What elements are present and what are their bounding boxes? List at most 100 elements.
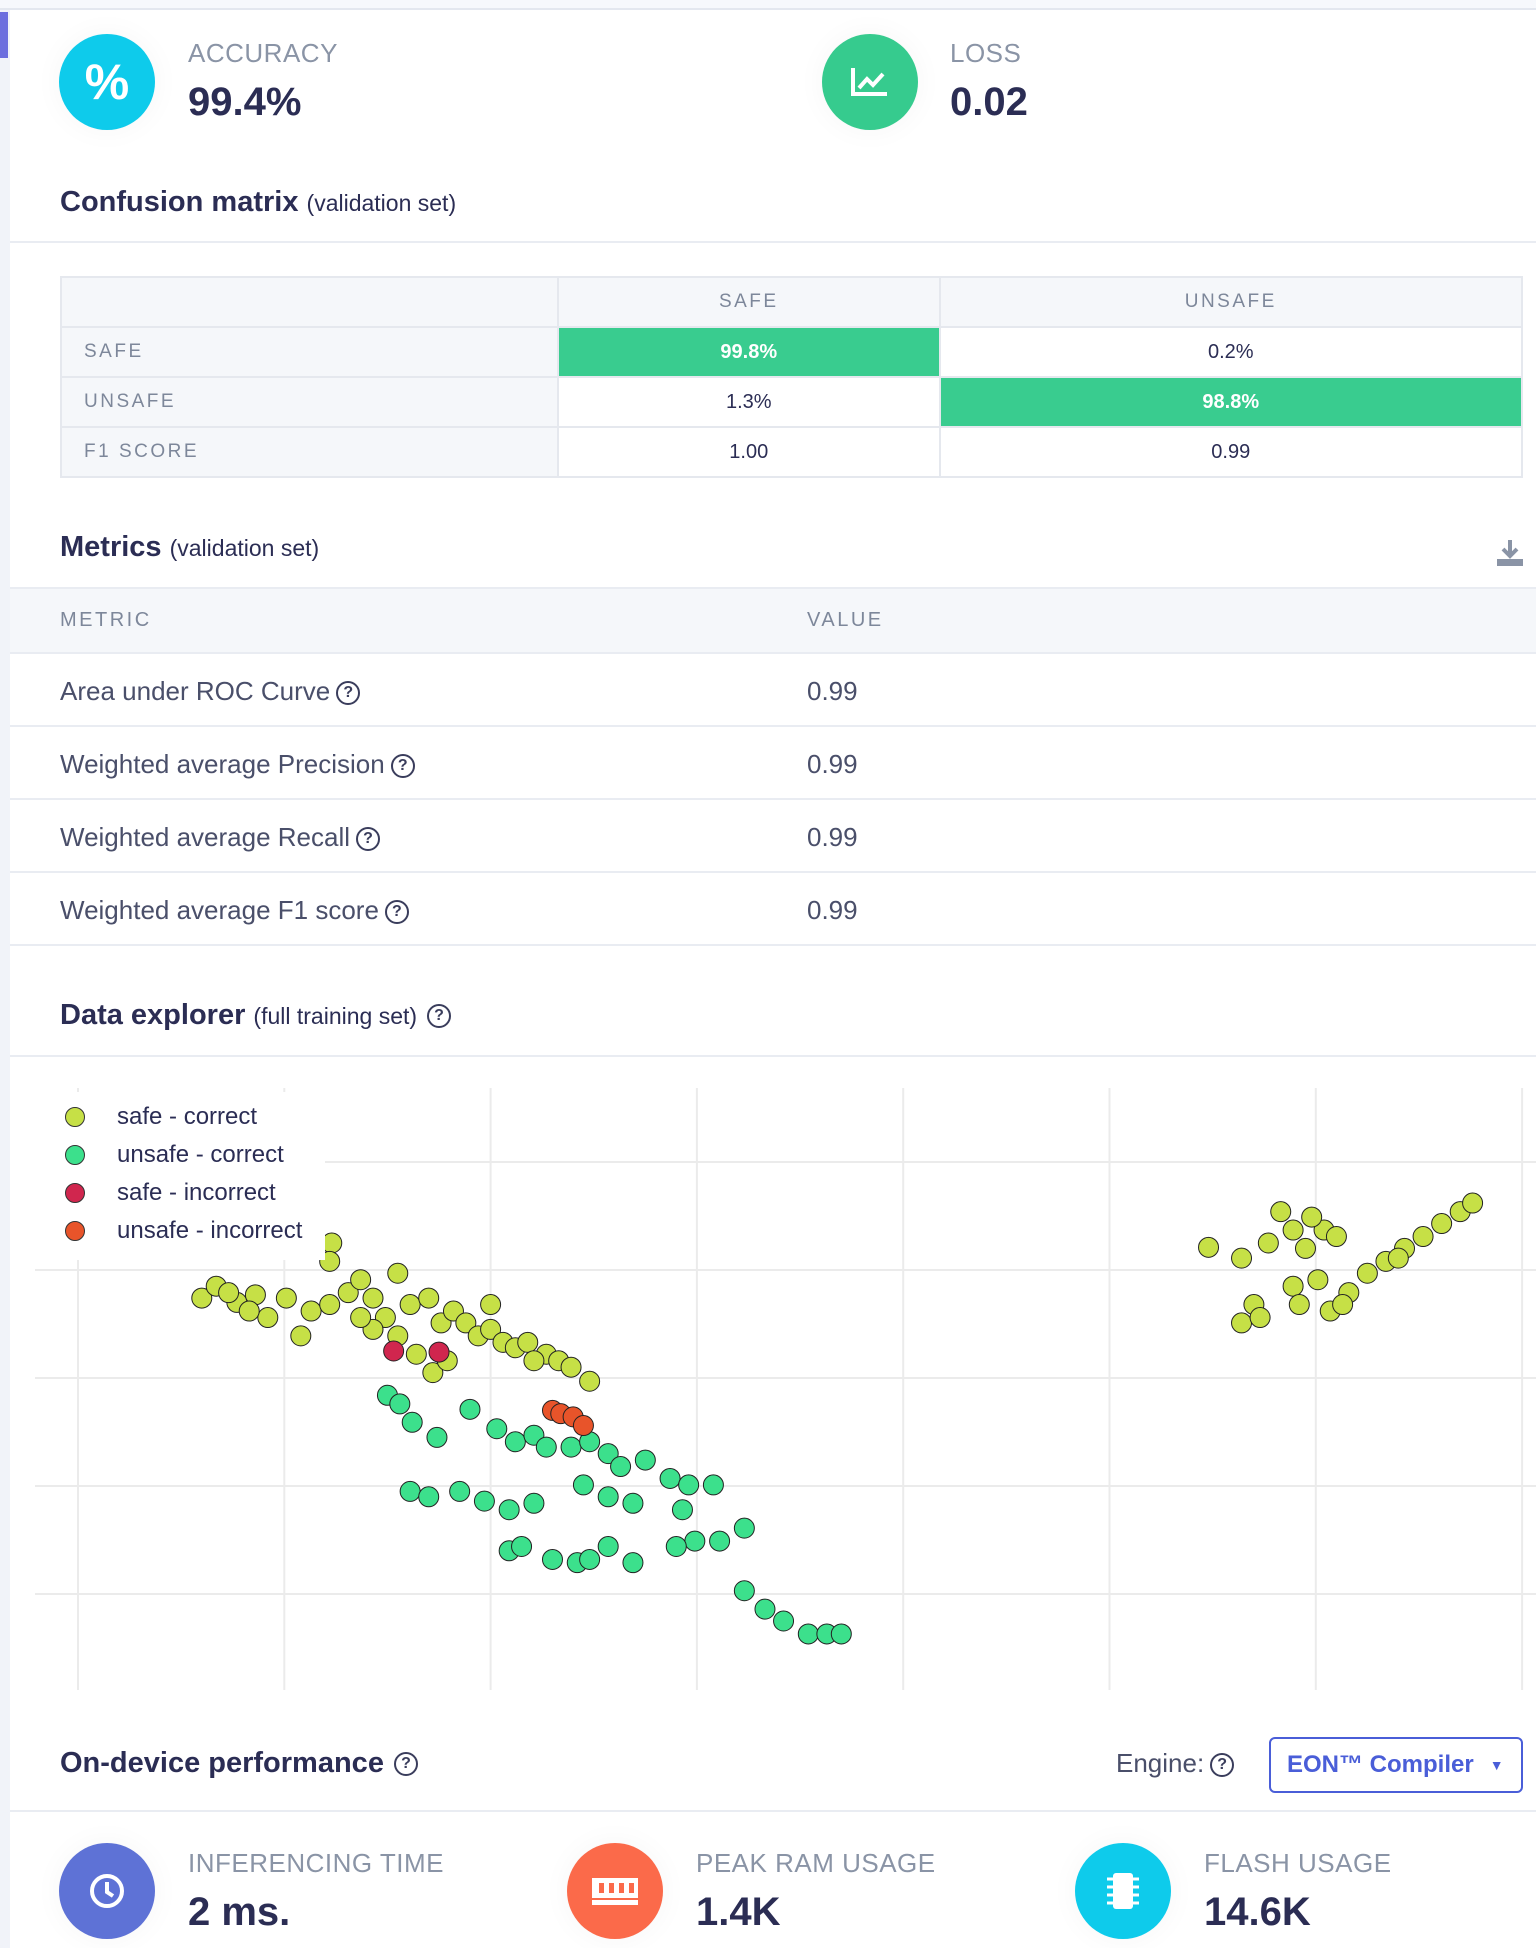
data-point-unsafe-correct[interactable]: [597, 1486, 619, 1508]
data-point-safe-correct[interactable]: [399, 1294, 421, 1316]
data-point-unsafe-correct[interactable]: [572, 1474, 594, 1496]
legend-item[interactable]: unsafe - incorrect: [65, 1212, 325, 1250]
data-point-unsafe-correct[interactable]: [797, 1623, 819, 1645]
help-icon[interactable]: ?: [1210, 1753, 1235, 1778]
data-point-unsafe-correct[interactable]: [622, 1552, 644, 1574]
data-point-unsafe-correct[interactable]: [671, 1499, 693, 1521]
data-point-unsafe-correct[interactable]: [684, 1530, 706, 1552]
data-point-safe-correct[interactable]: [1294, 1237, 1316, 1259]
data-point-safe-correct[interactable]: [560, 1356, 582, 1378]
data-point-safe-correct[interactable]: [480, 1318, 502, 1340]
data-point-safe-correct[interactable]: [455, 1312, 477, 1334]
data-point-unsafe-correct[interactable]: [709, 1530, 731, 1552]
data-point-safe-correct[interactable]: [350, 1307, 372, 1329]
engine-dropdown[interactable]: EON™ Compiler ▼: [1269, 1737, 1523, 1793]
data-point-safe-correct[interactable]: [422, 1362, 444, 1384]
data-point-safe-correct[interactable]: [517, 1331, 539, 1353]
data-point-safe-correct[interactable]: [238, 1300, 260, 1322]
data-point-unsafe-correct[interactable]: [622, 1492, 644, 1514]
data-point-safe-correct[interactable]: [1270, 1201, 1292, 1223]
data-point-safe-correct[interactable]: [1307, 1269, 1329, 1291]
data-point-unsafe-correct[interactable]: [597, 1443, 619, 1465]
data-point-unsafe-correct[interactable]: [830, 1623, 852, 1645]
data-point-unsafe-correct[interactable]: [523, 1492, 545, 1514]
data-point-unsafe-correct[interactable]: [733, 1517, 755, 1539]
data-point-safe-correct[interactable]: [1288, 1294, 1310, 1316]
data-point-unsafe-correct[interactable]: [610, 1456, 632, 1478]
data-point-safe-correct[interactable]: [1257, 1232, 1279, 1254]
help-icon[interactable]: ?: [356, 827, 381, 852]
data-point-unsafe-correct[interactable]: [665, 1535, 687, 1557]
data-point-safe-correct[interactable]: [1282, 1219, 1304, 1241]
data-point-safe-correct[interactable]: [218, 1282, 240, 1304]
divider: [10, 241, 1536, 243]
data-point-unsafe-incorrect[interactable]: [572, 1415, 594, 1437]
legend-item[interactable]: safe - incorrect: [65, 1174, 325, 1212]
data-point-unsafe-correct[interactable]: [504, 1431, 526, 1453]
data-point-safe-correct[interactable]: [579, 1370, 601, 1392]
data-point-safe-correct[interactable]: [275, 1287, 297, 1309]
data-point-unsafe-correct[interactable]: [678, 1474, 700, 1496]
data-point-safe-correct[interactable]: [405, 1343, 427, 1365]
data-point-unsafe-correct[interactable]: [426, 1426, 448, 1448]
help-icon[interactable]: ?: [390, 754, 415, 779]
data-point-safe-correct[interactable]: [1231, 1247, 1253, 1269]
help-icon[interactable]: ?: [427, 1004, 452, 1029]
data-point-unsafe-correct[interactable]: [511, 1535, 533, 1557]
data-point-unsafe-correct[interactable]: [773, 1610, 795, 1632]
data-point-safe-correct[interactable]: [1431, 1213, 1453, 1235]
data-point-unsafe-correct[interactable]: [634, 1449, 656, 1471]
data-point-unsafe-correct[interactable]: [401, 1411, 423, 1433]
data-point-safe-correct[interactable]: [319, 1294, 341, 1316]
data-point-unsafe-correct[interactable]: [754, 1598, 776, 1620]
data-point-safe-correct[interactable]: [300, 1300, 322, 1322]
data-point-safe-correct[interactable]: [480, 1294, 502, 1316]
data-point-safe-correct[interactable]: [191, 1287, 213, 1309]
data-point-safe-correct[interactable]: [1325, 1226, 1347, 1248]
data-point-unsafe-correct[interactable]: [659, 1467, 681, 1489]
data-point-safe-correct[interactable]: [337, 1282, 359, 1304]
data-point-safe-correct[interactable]: [290, 1325, 312, 1347]
data-point-safe-correct[interactable]: [1356, 1262, 1378, 1284]
data-point-unsafe-correct[interactable]: [389, 1393, 411, 1415]
data-point-safe-correct[interactable]: [1282, 1275, 1304, 1297]
data-point-safe-correct[interactable]: [1332, 1294, 1354, 1316]
data-point-safe-correct[interactable]: [1231, 1312, 1253, 1334]
data-point-unsafe-correct[interactable]: [597, 1535, 619, 1557]
data-point-unsafe-correct[interactable]: [579, 1548, 601, 1570]
data-point-safe-incorrect[interactable]: [428, 1341, 450, 1363]
data-point-safe-correct[interactable]: [362, 1287, 384, 1309]
data-point-unsafe-correct[interactable]: [535, 1436, 557, 1458]
legend-item[interactable]: unsafe - correct: [65, 1136, 325, 1174]
cell: 99.8%: [557, 326, 941, 378]
data-point-unsafe-correct[interactable]: [733, 1580, 755, 1602]
data-point-unsafe-correct[interactable]: [459, 1398, 481, 1420]
data-point-unsafe-correct[interactable]: [473, 1490, 495, 1512]
download-icon[interactable]: [1496, 538, 1524, 573]
data-point-safe-correct[interactable]: [1198, 1236, 1220, 1258]
data-point-safe-correct[interactable]: [350, 1269, 372, 1291]
data-point-safe-correct[interactable]: [523, 1350, 545, 1372]
data-point-unsafe-correct[interactable]: [560, 1436, 582, 1458]
title-text: Confusion matrix: [60, 186, 299, 218]
help-icon[interactable]: ?: [384, 900, 409, 925]
data-point-safe-correct[interactable]: [257, 1307, 279, 1329]
data-point-unsafe-correct[interactable]: [541, 1548, 563, 1570]
data-point-unsafe-correct[interactable]: [486, 1418, 508, 1440]
data-point-safe-correct[interactable]: [1249, 1307, 1271, 1329]
help-icon[interactable]: ?: [336, 681, 361, 706]
data-point-unsafe-correct[interactable]: [498, 1499, 520, 1521]
data-point-unsafe-correct[interactable]: [399, 1480, 421, 1502]
data-point-unsafe-correct[interactable]: [702, 1474, 724, 1496]
data-point-safe-correct[interactable]: [1462, 1192, 1484, 1214]
data-point-unsafe-correct[interactable]: [418, 1486, 440, 1508]
data-point-safe-correct[interactable]: [418, 1287, 440, 1309]
legend-item[interactable]: safe - correct: [65, 1098, 325, 1136]
data-point-safe-incorrect[interactable]: [383, 1340, 405, 1362]
data-point-safe-correct[interactable]: [1387, 1247, 1409, 1269]
data-point-safe-correct[interactable]: [1301, 1206, 1323, 1228]
data-point-unsafe-correct[interactable]: [449, 1480, 471, 1502]
data-point-safe-correct[interactable]: [387, 1262, 409, 1284]
data-point-safe-correct[interactable]: [1412, 1226, 1434, 1248]
help-icon[interactable]: ?: [393, 1752, 418, 1777]
